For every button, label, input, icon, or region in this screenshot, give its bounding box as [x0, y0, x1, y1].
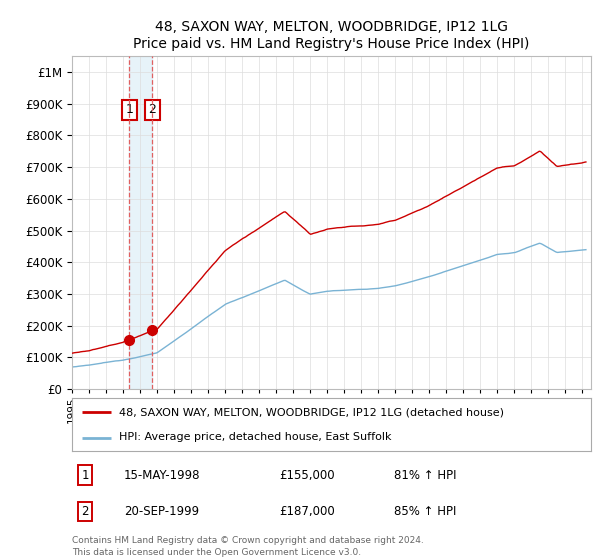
Text: 2: 2 — [81, 505, 89, 518]
Text: 81% ↑ HPI: 81% ↑ HPI — [394, 469, 456, 482]
Text: £155,000: £155,000 — [280, 469, 335, 482]
Text: Contains HM Land Registry data © Crown copyright and database right 2024.
This d: Contains HM Land Registry data © Crown c… — [72, 536, 424, 557]
Text: 20-SEP-1999: 20-SEP-1999 — [124, 505, 199, 518]
Text: 1: 1 — [125, 104, 133, 116]
Text: 2: 2 — [148, 104, 156, 116]
Text: £187,000: £187,000 — [280, 505, 335, 518]
Text: 85% ↑ HPI: 85% ↑ HPI — [394, 505, 456, 518]
Text: 48, SAXON WAY, MELTON, WOODBRIDGE, IP12 1LG (detached house): 48, SAXON WAY, MELTON, WOODBRIDGE, IP12 … — [119, 408, 504, 418]
Text: HPI: Average price, detached house, East Suffolk: HPI: Average price, detached house, East… — [119, 432, 391, 442]
Title: 48, SAXON WAY, MELTON, WOODBRIDGE, IP12 1LG
Price paid vs. HM Land Registry's Ho: 48, SAXON WAY, MELTON, WOODBRIDGE, IP12 … — [133, 21, 530, 50]
Bar — [130, 56, 152, 389]
Text: 15-MAY-1998: 15-MAY-1998 — [124, 469, 200, 482]
Text: 1: 1 — [81, 469, 89, 482]
